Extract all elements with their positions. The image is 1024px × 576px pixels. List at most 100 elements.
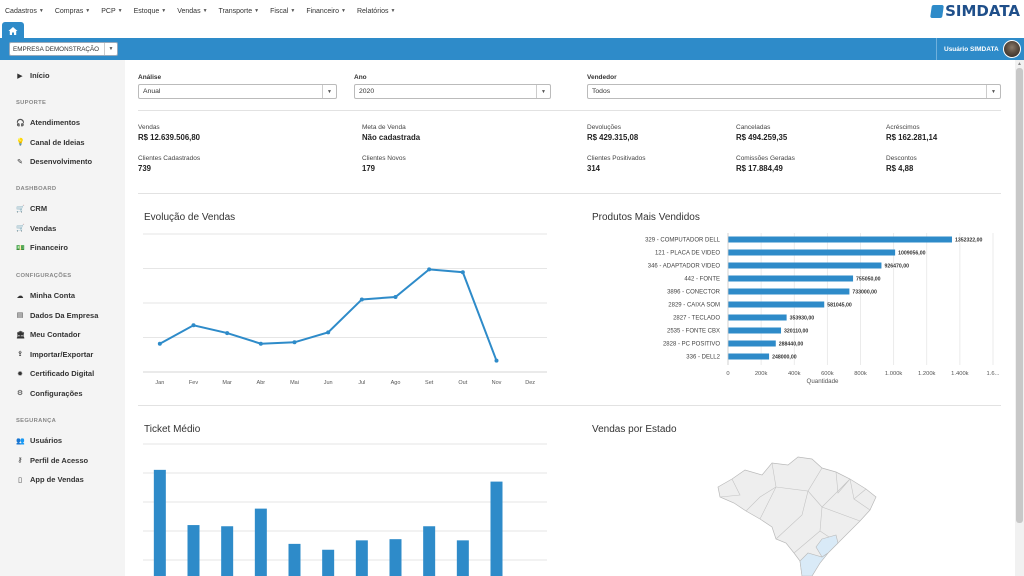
menu-compras[interactable]: Compras ▼ [50, 0, 96, 22]
data-point[interactable] [157, 341, 162, 346]
sidebar-item-crm[interactable]: 🛒 CRM [16, 204, 47, 213]
sidebar-item-dados-da-empresa[interactable]: ▤ Dados Da Empresa [16, 310, 99, 320]
caret-down-icon: ▼ [161, 8, 167, 14]
bar[interactable] [728, 236, 952, 243]
vendedor-select[interactable]: Todos ▼ [587, 84, 1001, 99]
stat-value: R$ 4,88 [886, 164, 914, 173]
bar[interactable] [456, 540, 469, 576]
bar[interactable] [728, 353, 770, 360]
stat-label: Meta de Venda [362, 124, 406, 131]
sidebar-item-app-de-vendas[interactable]: ▯ App de Vendas [16, 475, 84, 484]
divider [138, 405, 1001, 406]
bar[interactable] [288, 543, 301, 576]
certificate-icon: ✹ [17, 370, 23, 378]
menu-label: Vendas [177, 7, 201, 15]
bar[interactable] [728, 275, 854, 282]
key-icon: ⚷ [17, 457, 23, 464]
bar[interactable] [728, 340, 776, 347]
data-point[interactable] [191, 323, 196, 328]
menu-fiscal[interactable]: Fiscal ▼ [265, 0, 301, 22]
data-point[interactable] [460, 270, 465, 275]
sidebar-item-minha-conta[interactable]: ☁ Minha Conta [16, 291, 76, 300]
x-tick-label: 1.400k [951, 371, 969, 377]
menu-relatórios[interactable]: Relatórios ▼ [352, 0, 401, 22]
sidebar-item-canal-de-ideias[interactable]: 💡 Canal de Ideias [16, 138, 85, 147]
sidebar-item-usu-rios[interactable]: 👥 Usuários [16, 436, 62, 445]
scrollbar-thumb[interactable] [1016, 68, 1023, 523]
menu-label: Estoque [133, 7, 160, 15]
sidebar-item-label: Início [30, 71, 50, 80]
data-point[interactable] [326, 330, 331, 335]
cart-icon: 🛒 [16, 225, 25, 232]
bar[interactable] [728, 249, 896, 256]
bar[interactable] [153, 469, 166, 576]
bar[interactable] [389, 539, 402, 576]
bank-icon: 🏛 [16, 331, 25, 339]
divider [138, 110, 1001, 111]
scrollbar[interactable]: ▲ [1015, 60, 1024, 576]
company-select[interactable]: EMPRESA DEMONSTRAÇÃO ▼ [9, 42, 118, 56]
bar[interactable] [490, 481, 503, 576]
data-point[interactable] [258, 341, 263, 346]
stat-label: Descontos [886, 155, 917, 162]
sidebar-item-atendimentos[interactable]: 🎧 Atendimentos [16, 118, 80, 127]
sidebar-item-meu-contador[interactable]: 🏛 Meu Contador [16, 330, 80, 339]
menu-vendas[interactable]: Vendas ▼ [172, 0, 213, 22]
map-highlight-southeast [815, 534, 839, 558]
data-point[interactable] [359, 297, 364, 302]
sidebar-item-certificado-digital[interactable]: ✹ Certificado Digital [16, 369, 94, 378]
bar[interactable] [322, 549, 335, 576]
evolucao-title: Evolução de Vendas [144, 212, 236, 223]
data-point[interactable] [292, 340, 297, 345]
menu-label: Cadastros [5, 7, 37, 15]
category-label: 2828 - PC POSITIVO [663, 342, 720, 348]
menu-pcp[interactable]: PCP ▼ [96, 0, 128, 22]
sidebar-item-label: CRM [30, 204, 48, 213]
sidebar-item-configura-es[interactable]: ⚙ Configurações [16, 389, 83, 398]
brazil-map-shape [717, 456, 877, 576]
user-menu[interactable]: Usuário SIMDATA [936, 38, 1024, 60]
data-point[interactable] [225, 331, 230, 336]
data-point[interactable] [427, 267, 432, 272]
bar[interactable] [728, 262, 882, 269]
bar[interactable] [728, 288, 850, 295]
bar[interactable] [728, 301, 825, 308]
ano-select[interactable]: 2020 ▼ [354, 84, 551, 99]
bar[interactable] [728, 314, 787, 321]
avatar[interactable] [1002, 40, 1021, 58]
menu-transporte[interactable]: Transporte ▼ [214, 0, 266, 22]
sidebar-item-financeiro[interactable]: 💵 Financeiro [16, 243, 68, 252]
bar[interactable] [254, 508, 267, 576]
sidebar-section-title: CONFIGURAÇÕES [16, 273, 72, 279]
x-tick-label: 1.000k [885, 371, 903, 377]
sidebar-item-label: Canal de Ideias [30, 137, 85, 147]
category-label: 2827 - TECLADO [673, 316, 720, 322]
menu-cadastros[interactable]: Cadastros ▼ [0, 0, 50, 22]
menu-estoque[interactable]: Estoque ▼ [129, 0, 173, 22]
bar[interactable] [187, 525, 200, 576]
simdata-logo: SIMDATA [930, 2, 1020, 20]
caret-down-icon: ▼ [290, 8, 296, 14]
menu-financeiro[interactable]: Financeiro ▼ [301, 0, 352, 22]
scroll-up-icon[interactable]: ▲ [1017, 61, 1022, 67]
sidebar-item-label: Dados Da Empresa [30, 310, 99, 320]
home-tab[interactable] [2, 22, 24, 39]
sidebar-item-desenvolvimento[interactable]: ✎ Desenvolvimento [16, 157, 92, 166]
sidebar-item-vendas[interactable]: 🛒 Vendas [16, 224, 56, 233]
header-bar: EMPRESA DEMONSTRAÇÃO ▼ Usuário SIMDATA [0, 38, 1024, 60]
user-name: Usuário SIMDATA [944, 45, 999, 53]
bar[interactable] [221, 526, 234, 576]
stat-label: Clientes Novos [362, 155, 406, 162]
ticket-title: Ticket Médio [144, 424, 201, 435]
bar[interactable] [423, 526, 436, 576]
sidebar-item-in-cio[interactable]: ▶ Início [16, 71, 50, 80]
bar[interactable] [355, 540, 368, 576]
x-tick-label: 600k [821, 371, 834, 377]
bar[interactable] [728, 327, 782, 334]
caret-down-icon: ▼ [85, 8, 91, 14]
sidebar-item-perfil-de-acesso[interactable]: ⚷ Perfil de Acesso [16, 456, 88, 465]
sidebar-item-importar-exportar[interactable]: ⇪ Importar/Exportar [16, 350, 93, 359]
data-point[interactable] [494, 358, 499, 363]
analise-select[interactable]: Anual ▼ [138, 84, 337, 99]
data-point[interactable] [393, 294, 398, 299]
